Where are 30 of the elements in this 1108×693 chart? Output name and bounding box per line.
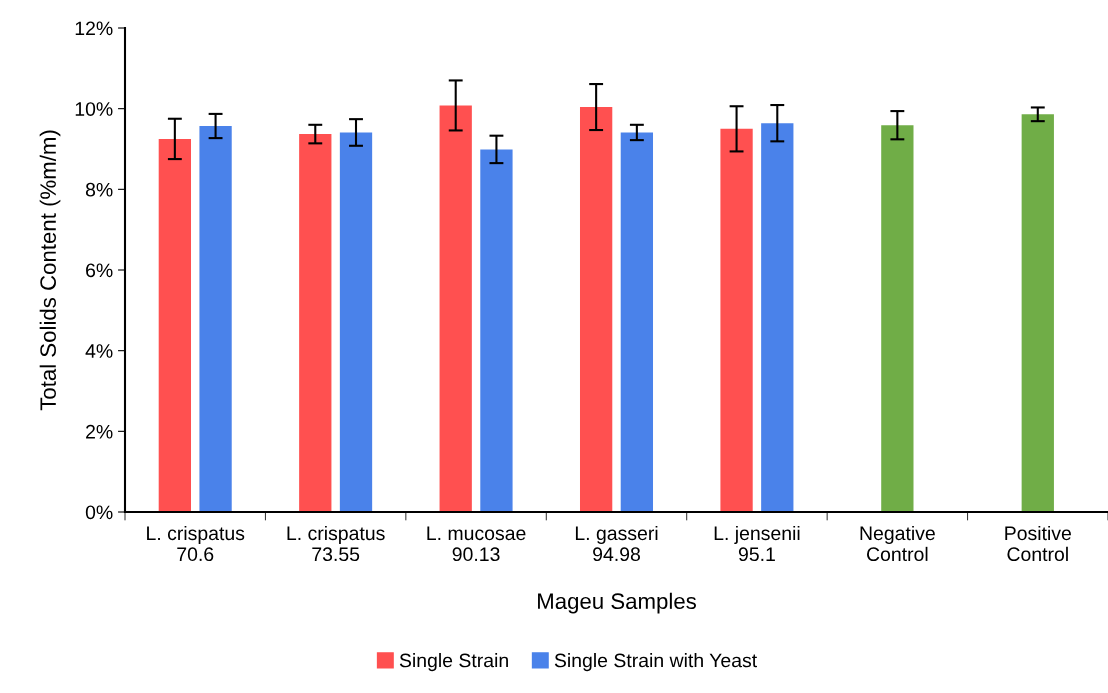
bar <box>199 126 232 512</box>
bar <box>439 105 472 512</box>
x-tick-label: L. crispatus 73.55 <box>287 525 385 562</box>
bar <box>299 134 332 512</box>
x-tick-label: L. crispatus 70.6 <box>147 525 245 562</box>
bar <box>480 149 513 512</box>
y-tick-label: 6% <box>86 263 113 278</box>
bar <box>761 123 794 512</box>
legend-label: Single Strain <box>399 653 508 672</box>
x-tick-label: Negative Control <box>860 525 935 562</box>
bar <box>881 125 914 512</box>
bar <box>158 138 191 512</box>
legend-label: Single Strain with Yeast <box>554 653 758 672</box>
y-tick-label: 10% <box>75 102 113 116</box>
y-tick-label: 8% <box>85 182 113 197</box>
y-tick-label: 2% <box>86 424 113 439</box>
y-tick-label: 12% <box>75 21 113 36</box>
y-tick-label: 4% <box>85 344 113 358</box>
bar <box>339 132 373 512</box>
bar <box>720 128 753 512</box>
y-axis-title: Total Solids Content (%m/m) <box>39 130 61 411</box>
x-tick-label: L. gasseri 94.98 <box>575 525 658 562</box>
bar <box>620 132 654 512</box>
x-tick-label: Positive Control <box>1005 525 1071 562</box>
x-tick-label: L. mucosae 90.13 <box>427 526 526 562</box>
y-tick-label: 0% <box>85 505 113 520</box>
bar <box>1021 114 1054 512</box>
bar <box>579 107 613 512</box>
x-axis-title: Mageu Samples <box>538 592 696 614</box>
x-tick-label: L. jensenii 95.1 <box>714 525 800 562</box>
